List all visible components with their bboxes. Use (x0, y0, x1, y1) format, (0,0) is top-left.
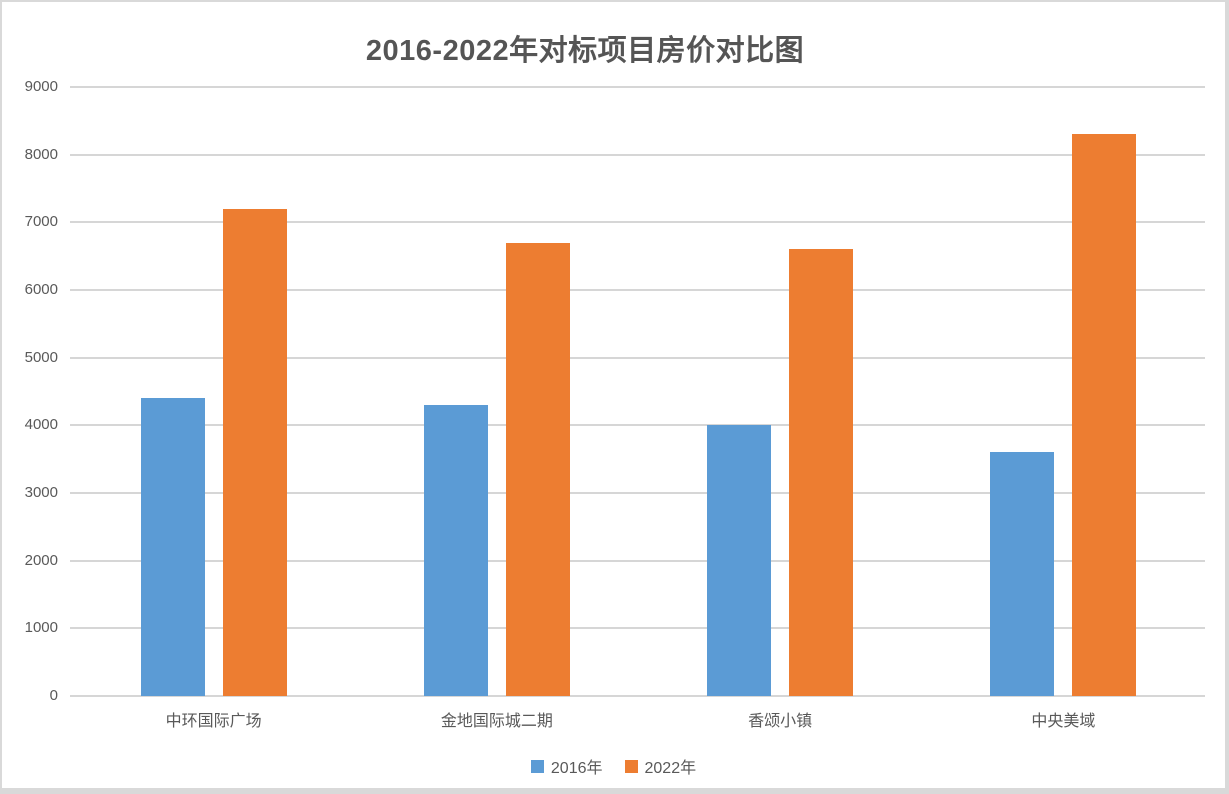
legend-item-2022: 2022年 (624, 754, 697, 778)
gridline-3000 (70, 492, 1205, 494)
legend-label: 2022年 (644, 760, 697, 777)
y-tick-4000: 4000 (24, 416, 58, 434)
gridline-9000 (70, 86, 1205, 88)
x-label-1: 金地国际城二期 (440, 713, 553, 730)
bar-2022-3 (1072, 134, 1137, 696)
legend-item-2016: 2016年 (530, 754, 603, 778)
x-label-3: 中央美域 (1031, 713, 1096, 730)
y-tick-6000: 6000 (24, 281, 58, 298)
x-label-0: 中环国际广场 (165, 713, 262, 730)
legend-color-swatch-icon (530, 759, 544, 773)
gridline-8000 (70, 153, 1205, 156)
bar-2016-3 (990, 452, 1055, 696)
gridline-7000 (70, 221, 1205, 224)
legend-color-swatch-icon (624, 759, 638, 773)
bar-2022-0 (222, 208, 287, 696)
chart-title: 2016-2022年对标项目房价对比图 (365, 35, 805, 67)
y-tick-1000: 1000 (24, 619, 58, 637)
gridline-1000 (70, 627, 1205, 630)
gridline-6000 (70, 289, 1205, 291)
y-tick-2000: 2000 (24, 551, 58, 569)
y-tick-0: 0 (49, 687, 58, 704)
y-tick-7000: 7000 (24, 213, 58, 231)
gridline-2000 (70, 559, 1205, 562)
y-tick-3000: 3000 (24, 484, 58, 501)
y-tick-9000: 9000 (24, 78, 58, 95)
legend-label: 2016年 (550, 760, 603, 777)
gridline-5000 (70, 356, 1205, 359)
y-tick-8000: 8000 (24, 145, 58, 163)
y-tick-5000: 5000 (24, 348, 58, 366)
bar-2016-1 (423, 405, 488, 696)
bar-2016-0 (140, 398, 205, 696)
gridline-4000 (70, 424, 1205, 427)
bar-2022-2 (789, 249, 854, 696)
legend: 2016年 2022年 (2, 754, 1225, 778)
bar-2022-1 (505, 242, 570, 696)
bar-2016-2 (707, 425, 772, 696)
x-label-2: 香颂小镇 (748, 713, 813, 730)
gridline-0 (70, 695, 1205, 697)
